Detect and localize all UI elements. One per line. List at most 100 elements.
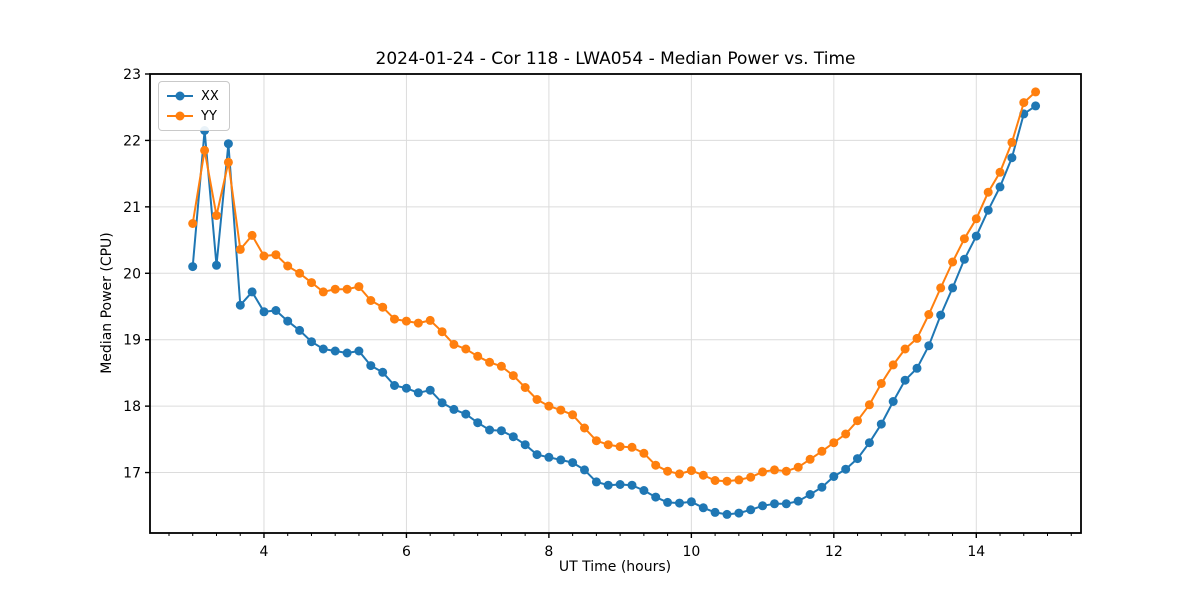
data-point [318,344,328,354]
data-point [710,507,720,517]
data-point [876,419,886,429]
data-point [663,497,673,507]
data-point [366,361,376,371]
y-tick-label: 20 [123,266,141,282]
y-tick-label: 17 [123,466,141,482]
data-point [1007,137,1017,147]
data-point [734,475,744,485]
data-point [841,429,851,439]
data-point [841,464,851,474]
data-point [520,383,530,392]
data-point [995,182,1005,192]
data-point [295,325,305,335]
data-point [390,381,399,390]
data-point [223,157,233,167]
data-point [971,231,981,241]
data-point [829,438,839,448]
data-point [615,442,625,452]
axis-frame: 4 6 8 10 12 14 17 18 19 20 21 22 23 [123,67,1082,560]
data-point [259,307,269,317]
data-point [508,432,518,442]
data-point [1019,98,1029,108]
y-tick-label: 23 [123,67,141,83]
data-point [378,367,388,377]
data-point [793,462,803,472]
data-point [615,480,625,489]
data-point [864,400,874,410]
data-point [307,337,316,347]
data-point [675,498,684,508]
data-point [508,371,518,381]
data-point [686,466,696,476]
chart-title: 2024-01-24 - Cor 118 - LWA054 - Median P… [375,49,856,69]
data-point [318,287,328,297]
data-point [936,283,946,293]
data-point [532,450,542,460]
data-point [746,505,756,515]
data-point [485,425,495,435]
data-point [603,440,613,450]
data-point [544,452,554,462]
data-point [639,448,649,458]
data-point [330,284,340,294]
x-tick-label: 12 [825,544,843,560]
data-point [473,351,483,361]
legend-item-xx: XX [166,86,219,106]
data-point [449,339,459,349]
data-point [924,310,934,319]
data-point [437,398,447,408]
data-point [200,145,210,155]
data-point [627,442,637,452]
data-point [271,250,281,260]
data-point [378,302,388,312]
data-point [342,284,352,294]
data-point [912,363,922,373]
data-point [758,501,768,511]
data-point [1031,87,1041,97]
data-point [864,438,874,448]
x-tick-label: 8 [544,544,553,560]
data-point [710,476,720,485]
legend: XX YY [158,81,230,131]
data-point [473,418,483,428]
x-tick-label: 6 [402,544,411,560]
data-point [853,416,862,426]
data-point [212,260,221,270]
data-point [413,388,423,398]
legend-line-marker-xx [167,91,193,101]
data-point [900,375,910,385]
data-point [283,316,293,326]
data-point [496,361,506,371]
data-point [900,344,910,354]
data-point [781,499,791,509]
data-point [449,404,459,414]
data-point [580,465,589,475]
series-YY [188,87,1041,486]
data-point [805,490,815,499]
data-point [580,423,589,433]
data-point [461,409,471,419]
data-point [591,436,601,446]
data-point [354,346,364,356]
data-point [354,282,364,292]
legend-line-marker-yy [167,111,193,121]
legend-item-yy: YY [166,106,219,126]
data-point [425,315,435,325]
data-point [959,234,969,244]
data-point [948,283,958,293]
data-point [247,287,257,297]
y-tick-label: 22 [123,133,141,149]
data-point [936,310,946,320]
data-point [722,509,732,519]
x-tick-label: 14 [967,544,985,560]
data-point [948,257,958,267]
data-point [390,314,399,324]
data-point [556,405,566,415]
data-point [485,357,495,367]
data-point [283,261,293,271]
data-point [639,486,649,495]
data-point [888,360,898,370]
data-point [770,499,779,509]
